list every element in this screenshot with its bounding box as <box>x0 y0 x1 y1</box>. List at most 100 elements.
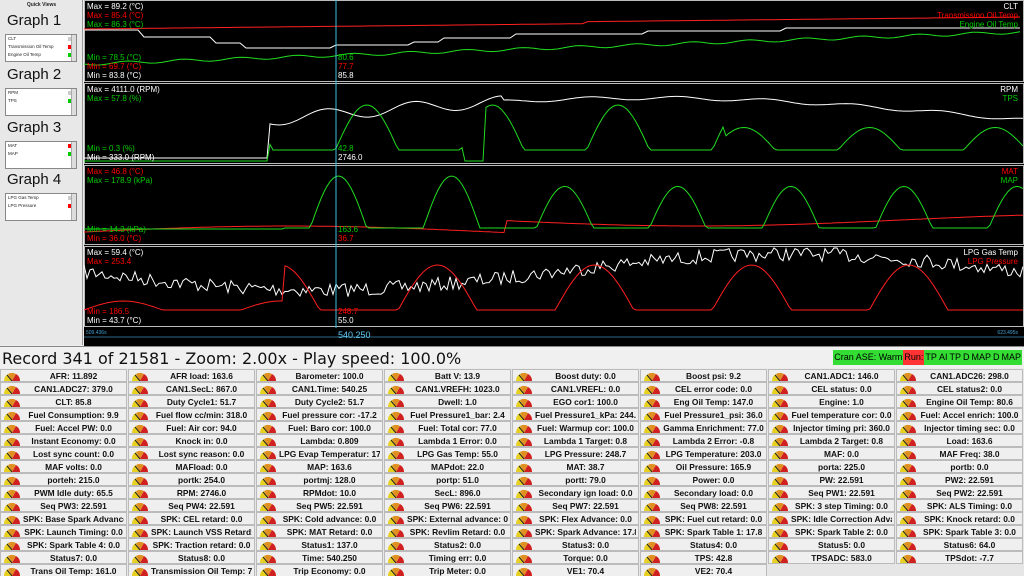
gauge-readout[interactable]: SPK: Knock retard: 0.0 <box>896 512 1023 525</box>
gauge-readout[interactable]: Fuel: Air cor: 94.0 <box>128 421 255 434</box>
series-list-scrollbar[interactable] <box>71 142 76 168</box>
gauge-readout[interactable]: Status2: 0.0 <box>384 538 511 551</box>
gauge-readout[interactable]: SPK: External advance: 0.0 <box>384 512 511 525</box>
gauge-readout[interactable]: Fuel Pressure1_bar: 2.4 <box>384 408 511 421</box>
gauge-readout[interactable]: CAN1.ADC1: 146.0 <box>768 369 895 382</box>
gauge-readout[interactable]: CAN1.VREFL: 0.0 <box>512 382 639 395</box>
gauge-readout[interactable]: CAN1.ADC27: 379.0 <box>0 382 127 395</box>
gauge-readout[interactable]: Seq PW8: 22.591 <box>640 499 767 512</box>
gauge-readout[interactable]: Eng Oil Temp: 147.0 <box>640 395 767 408</box>
gauge-readout[interactable]: PW: 22.591 <box>768 473 895 486</box>
gauge-readout[interactable]: SPK: Spark Advance: 17.8 <box>512 525 639 538</box>
gauge-readout[interactable]: Seq PW7: 22.591 <box>512 499 639 512</box>
gauge-readout[interactable]: Seq PW5: 22.591 <box>256 499 383 512</box>
gauge-readout[interactable]: MAFload: 0.0 <box>128 460 255 473</box>
gauge-readout[interactable]: SPK: Spark Table 3: 0.0 <box>896 525 1023 538</box>
gauge-readout[interactable]: porta: 225.0 <box>768 460 895 473</box>
gauge-readout[interactable]: Status6: 64.0 <box>896 538 1023 551</box>
gauge-readout[interactable]: CEL error code: 0.0 <box>640 382 767 395</box>
gauge-readout[interactable]: Seq PW2: 22.591 <box>896 486 1023 499</box>
gauge-readout[interactable]: Power: 0.0 <box>640 473 767 486</box>
gauge-readout[interactable]: Status5: 0.0 <box>768 538 895 551</box>
gauge-readout[interactable]: PW2: 22.591 <box>896 473 1023 486</box>
gauge-readout[interactable]: Status4: 0.0 <box>640 538 767 551</box>
gauge-readout[interactable]: Trip Meter: 0.0 <box>384 564 511 576</box>
gauge-readout[interactable]: SPK: Revlim Retard: 0.0 <box>384 525 511 538</box>
gauge-readout[interactable]: CLT: 85.8 <box>0 395 127 408</box>
gauge-readout[interactable]: SPK: Fuel cut retard: 0.0 <box>640 512 767 525</box>
gauge-readout[interactable]: portb: 0.0 <box>896 460 1023 473</box>
gauge-readout[interactable]: SPK: Flex Advance: 0.0 <box>512 512 639 525</box>
gauge-readout[interactable]: CEL status: 0.0 <box>768 382 895 395</box>
gauge-readout[interactable]: Oil Pressure: 165.9 <box>640 460 767 473</box>
gauge-readout[interactable]: Injector timing pri: 360.0 <box>768 421 895 434</box>
gauge-readout[interactable]: VE1: 70.4 <box>512 564 639 576</box>
gauge-readout[interactable]: EGO cor1: 100.0 <box>512 395 639 408</box>
gauge-readout[interactable]: MAF: 0.0 <box>768 447 895 460</box>
gauge-readout[interactable]: Trip Economy: 0.0 <box>256 564 383 576</box>
gauge-readout[interactable]: Load: 163.6 <box>896 434 1023 447</box>
gauge-readout[interactable]: Engine: 1.0 <box>768 395 895 408</box>
gauge-readout[interactable]: Fuel: Baro cor: 100.0 <box>256 421 383 434</box>
gauge-readout[interactable]: Fuel Pressure1_kPa: 244.6 <box>512 408 639 421</box>
gauge-readout[interactable]: Lambda 2 Error: -0.8 <box>640 434 767 447</box>
gauge-readout[interactable]: CAN1.Time: 540.25 <box>256 382 383 395</box>
gauge-readout[interactable]: SPK: ALS Timing: 0.0 <box>896 499 1023 512</box>
gauge-readout[interactable]: Seq PW4: 22.591 <box>128 499 255 512</box>
gauge-readout[interactable]: SPK: Launch VSS Retard: 0 <box>128 525 255 538</box>
gauge-readout[interactable]: LPG Gas Temp: 55.0 <box>384 447 511 460</box>
gauge-readout[interactable]: Injector timing sec: 0.0 <box>896 421 1023 434</box>
gauge-readout[interactable]: TPSdot: -7.7 <box>896 551 1023 564</box>
gauge-readout[interactable]: Lambda 1 Target: 0.8 <box>512 434 639 447</box>
gauge-readout[interactable]: SPK: Spark Table 4: 0.0 <box>0 538 127 551</box>
gauge-readout[interactable]: Status8: 0.0 <box>128 551 255 564</box>
gauge-readout[interactable]: Transmission Oil Temp: 77.7 <box>128 564 255 576</box>
graph-series-item[interactable]: Engine Oil Temp <box>6 51 76 59</box>
gauge-readout[interactable]: CAN1.ADC26: 298.0 <box>896 369 1023 382</box>
gauge-readout[interactable]: Fuel Consumption: 9.9 <box>0 408 127 421</box>
series-list-scrollbar[interactable] <box>71 35 76 61</box>
gauge-readout[interactable]: Status1: 137.0 <box>256 538 383 551</box>
gauge-readout[interactable]: LPG Pressure: 248.7 <box>512 447 639 460</box>
gauge-readout[interactable]: MAP: 163.6 <box>256 460 383 473</box>
gauge-readout[interactable]: Lost sync reason: 0.0 <box>128 447 255 460</box>
gauge-readout[interactable]: MAT: 38.7 <box>512 460 639 473</box>
gauge-readout[interactable]: Dwell: 1.0 <box>384 395 511 408</box>
gauge-readout[interactable]: SPK: Cold advance: 0.0 <box>256 512 383 525</box>
gauge-readout[interactable]: Fuel flow cc/min: 318.0 <box>128 408 255 421</box>
gauge-readout[interactable]: Trans Oil Temp: 161.0 <box>0 564 127 576</box>
gauge-readout[interactable]: VE2: 70.4 <box>640 564 767 576</box>
graph-series-list[interactable]: CLT Transmission Oil Temp Engine Oil Temp <box>5 34 77 62</box>
gauge-readout[interactable]: MAF volts: 0.0 <box>0 460 127 473</box>
gauge-readout[interactable]: SPK: Launch Timing: 0.0 <box>0 525 127 538</box>
gauge-readout[interactable]: portt: 79.0 <box>512 473 639 486</box>
gauge-readout[interactable]: SPK: MAT Retard: 0.0 <box>256 525 383 538</box>
graph-plots[interactable] <box>84 0 1024 346</box>
gauge-readout[interactable]: MAPdot: 22.0 <box>384 460 511 473</box>
gauge-readout[interactable]: Seq PW6: 22.591 <box>384 499 511 512</box>
gauge-readout[interactable]: Fuel: Warmup cor: 100.0 <box>512 421 639 434</box>
gauge-readout[interactable]: SPK: Spark Table 1: 17.8 <box>640 525 767 538</box>
gauge-readout[interactable]: Seq PW1: 22.591 <box>768 486 895 499</box>
gauge-readout[interactable]: Gamma Enrichment: 77.0 <box>640 421 767 434</box>
gauge-readout[interactable]: Lambda 1 Error: 0.0 <box>384 434 511 447</box>
graph-series-list[interactable]: MAT MAP <box>5 141 77 169</box>
gauge-readout[interactable]: Status3: 0.0 <box>512 538 639 551</box>
gauge-readout[interactable]: AFR load: 163.6 <box>128 369 255 382</box>
gauge-readout[interactable]: Instant Economy: 0.0 <box>0 434 127 447</box>
graph-series-item[interactable]: RPM <box>6 89 76 97</box>
gauge-readout[interactable]: Boost duty: 0.0 <box>512 369 639 382</box>
gauge-readout[interactable]: PWM Idle duty: 65.5 <box>0 486 127 499</box>
gauge-readout[interactable]: Boost psi: 9.2 <box>640 369 767 382</box>
gauge-readout[interactable]: portp: 51.0 <box>384 473 511 486</box>
gauge-readout[interactable]: SPK: CEL retard: 0.0 <box>128 512 255 525</box>
gauge-readout[interactable]: Lambda: 0.809 <box>256 434 383 447</box>
gauge-readout[interactable]: portmj: 128.0 <box>256 473 383 486</box>
graph-series-item[interactable]: LPG Pressure <box>6 202 76 210</box>
gauge-readout[interactable]: LPG Evap Temperatur: 177.3 <box>256 447 383 460</box>
gauge-readout[interactable]: Status7: 0.0 <box>0 551 127 564</box>
graph-series-item[interactable]: TPS <box>6 97 76 105</box>
gauge-readout[interactable]: Lambda 2 Target: 0.8 <box>768 434 895 447</box>
graph-series-item[interactable]: Transmission Oil Temp <box>6 43 76 51</box>
gauge-readout[interactable]: Batt V: 13.9 <box>384 369 511 382</box>
